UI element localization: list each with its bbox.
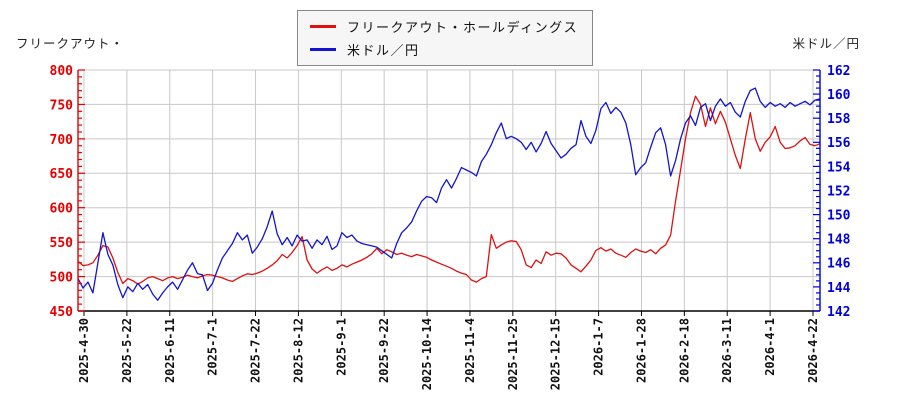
legend-label-freakout: フリークアウト・ホールディングス [347,21,579,36]
x-tick-label: 2025-10-14 [420,318,434,390]
right-tick-label: 150 [827,209,851,224]
series-line-usdjpy [77,87,821,301]
x-tick-label: 2025-6-11 [163,318,177,383]
left-axis-title: フリークアウト・ [16,36,125,51]
left-tick-label: 450 [50,305,74,320]
right-tick-label: 146 [827,257,851,272]
legend-item-freakout: フリークアウト・ホールディングス [310,17,578,36]
x-tick-label: 2026-4-1 [763,318,777,376]
right-axis-title: 米ドル／円 [792,36,860,51]
x-tick-label: 2025-9-1 [334,318,348,376]
legend-label-usdjpy: 米ドル／円 [347,44,420,59]
x-tick-label: 2025-9-22 [377,318,391,383]
legend-box: フリークアウト・ホールディングス 米ドル／円 [297,10,594,66]
x-tick-label: 2026-3-11 [720,318,734,383]
series-line-freakout [77,95,821,285]
x-tick-label: 2025-11-25 [506,318,520,390]
x-tick-label: 2025-12-15 [549,318,563,390]
right-tick-label: 160 [827,88,851,103]
x-tick-label: 2025-7-1 [206,318,220,376]
right-tick-label: 144 [827,281,851,296]
left-tick-label: 750 [50,98,74,113]
right-tick-label: 154 [827,160,851,175]
left-tick-label: 700 [50,133,74,148]
x-tick-label: 2025-7-22 [249,318,263,383]
right-tick-label: 162 [827,64,850,79]
right-tick-label: 152 [827,184,850,199]
left-tick-label: 650 [50,167,74,182]
right-tick-label: 156 [827,136,851,151]
x-tick-label: 2026-2-18 [677,318,691,383]
left-tick-label: 550 [50,236,74,251]
red-line-swatch [310,25,336,28]
left-tick-label: 500 [50,271,74,286]
x-tick-label: 2026-1-28 [634,318,648,383]
x-tick-label: 2025-4-30 [77,318,91,383]
right-tick-label: 142 [827,305,850,320]
x-tick-label: 2025-11-4 [463,318,477,383]
left-tick-label: 800 [50,64,74,79]
x-tick-label: 2026-1-7 [592,318,606,376]
x-tick-label: 2025-5-22 [120,318,134,383]
legend-item-usdjpy: 米ドル／円 [310,40,578,59]
x-tick-label: 2025-8-12 [291,318,305,383]
left-tick-label: 600 [50,202,74,217]
blue-line-swatch [310,48,336,51]
x-tick-label: 2026-4-22 [806,318,820,383]
right-tick-label: 148 [827,233,851,248]
right-tick-label: 158 [827,112,851,127]
